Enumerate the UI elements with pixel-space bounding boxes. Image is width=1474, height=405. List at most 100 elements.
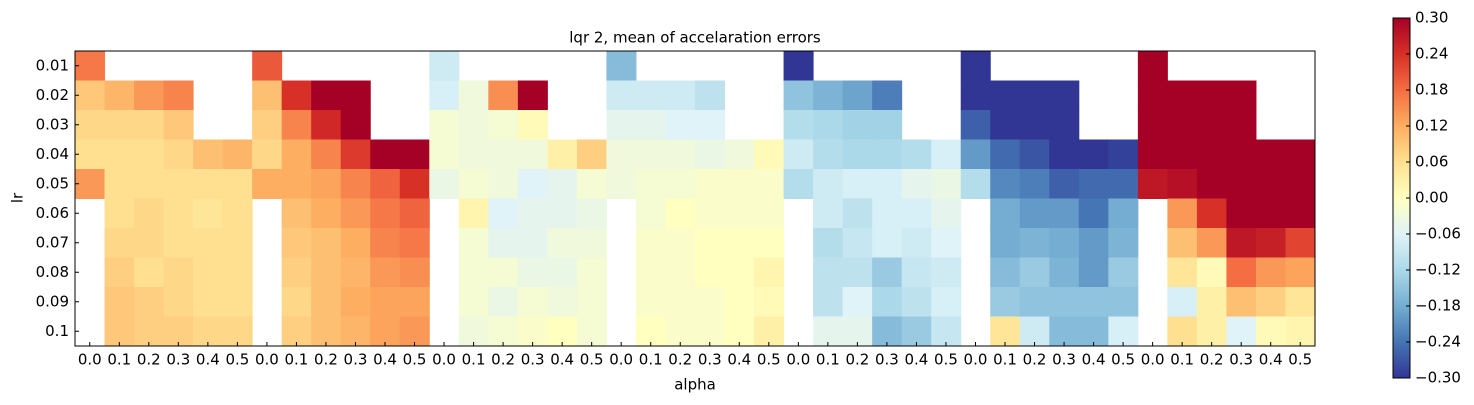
heatmap-cell xyxy=(813,139,844,170)
heatmap-cell xyxy=(134,80,165,111)
heatmap-cell xyxy=(1226,257,1257,288)
heatmap-cell xyxy=(134,228,165,258)
heatmap-cell xyxy=(783,80,814,111)
heatmap-cell xyxy=(429,169,460,199)
heatmap-cell xyxy=(1285,316,1316,347)
x-tick-label: 0.0 xyxy=(432,351,456,369)
heatmap-cell xyxy=(1078,139,1109,170)
x-tick-label: 0.3 xyxy=(1052,351,1076,369)
heatmap-cell xyxy=(606,139,637,170)
heatmap-cell xyxy=(1255,198,1286,229)
x-tick-label: 0.3 xyxy=(344,351,368,369)
heatmap-cell xyxy=(1255,169,1286,199)
x-tick-label: 0.0 xyxy=(609,351,633,369)
heatmap-cell xyxy=(340,228,371,258)
heatmap-cell xyxy=(1196,316,1227,347)
x-tick-label: 0.2 xyxy=(491,351,515,369)
x-tick-label: 0.2 xyxy=(1200,351,1224,369)
heatmap-cell xyxy=(1255,257,1286,288)
heatmap-cell xyxy=(517,257,548,288)
heatmap-cell xyxy=(695,110,726,140)
heatmap-cell xyxy=(488,228,519,258)
heatmap-cell xyxy=(104,287,135,317)
heatmap-cell xyxy=(1078,316,1109,347)
y-axis-label: lr xyxy=(9,192,27,203)
heatmap-cell xyxy=(429,110,460,140)
heatmap-cell xyxy=(1285,198,1316,229)
heatmap-cell xyxy=(163,110,194,140)
heatmap-cell xyxy=(635,257,666,288)
heatmap-cell xyxy=(1255,287,1286,317)
x-tick-label: 0.3 xyxy=(1229,351,1253,369)
heatmap-cell xyxy=(901,316,932,347)
heatmap-cell xyxy=(576,139,607,170)
heatmap-cell xyxy=(104,80,135,111)
heatmap-cell xyxy=(75,139,106,170)
heatmap-cell xyxy=(517,198,548,229)
heatmap-cell xyxy=(1226,316,1257,347)
heatmap-cell xyxy=(517,139,548,170)
heatmap-cell xyxy=(754,228,785,258)
heatmap-cell xyxy=(458,169,489,199)
heatmap-cell xyxy=(340,316,371,347)
x-tick-label: 0.1 xyxy=(1170,351,1194,369)
heatmap-cell xyxy=(75,80,106,111)
y-tick-label: 0.09 xyxy=(36,292,69,310)
heatmap-cell xyxy=(842,169,873,199)
heatmap-cell xyxy=(1108,316,1139,347)
colorbar-tick-label: 0.24 xyxy=(1415,45,1448,63)
heatmap-cell xyxy=(488,316,519,347)
heatmap-cell xyxy=(1049,257,1080,288)
heatmap-cell xyxy=(458,139,489,170)
y-tick-label: 0.01 xyxy=(36,56,69,74)
y-tick-label: 0.05 xyxy=(36,174,69,192)
heatmap-cell xyxy=(1167,316,1198,347)
heatmap-cell xyxy=(665,316,696,347)
x-tick-label: 0.2 xyxy=(845,351,869,369)
heatmap-cell xyxy=(311,228,342,258)
heatmap-cell xyxy=(163,228,194,258)
heatmap-cell xyxy=(576,257,607,288)
heatmap-cell xyxy=(134,169,165,199)
heatmap-cell xyxy=(754,169,785,199)
heatmap-cell xyxy=(724,316,755,347)
heatmap-cell xyxy=(488,198,519,229)
heatmap-cell xyxy=(1108,287,1139,317)
heatmap-cell xyxy=(281,287,312,317)
x-tick-label: 0.0 xyxy=(78,351,102,369)
x-tick-label: 0.4 xyxy=(1259,351,1283,369)
heatmap-cell xyxy=(1167,257,1198,288)
colorbar-tick-label: −0.12 xyxy=(1415,261,1461,279)
heatmap-cell xyxy=(1108,139,1139,170)
colorbar-tick-label: 0.00 xyxy=(1415,189,1448,207)
heatmap-cell xyxy=(990,316,1021,347)
heatmap-cell xyxy=(813,80,844,111)
heatmap-cell xyxy=(901,198,932,229)
heatmap-cell xyxy=(665,80,696,111)
heatmap-cell xyxy=(1285,169,1316,199)
x-tick-label: 0.4 xyxy=(550,351,574,369)
heatmap-cell xyxy=(842,257,873,288)
x-tick-label: 0.4 xyxy=(1082,351,1106,369)
heatmap-cell xyxy=(783,139,814,170)
heatmap-cell xyxy=(635,287,666,317)
heatmap-cell xyxy=(1019,316,1050,347)
heatmap-cell xyxy=(635,198,666,229)
heatmap-cell xyxy=(193,316,224,347)
heatmap-cell xyxy=(990,110,1021,140)
heatmap-cell xyxy=(1049,169,1080,199)
colorbar-tick-label: −0.30 xyxy=(1415,369,1461,387)
heatmap-cell xyxy=(547,257,578,288)
heatmap-cell xyxy=(724,287,755,317)
heatmap-cell xyxy=(606,80,637,111)
heatmap-cell xyxy=(163,257,194,288)
x-tick-label: 0.5 xyxy=(1288,351,1312,369)
x-tick-label: 0.5 xyxy=(1111,351,1135,369)
x-tick-label: 0.2 xyxy=(137,351,161,369)
colorbar-tick-label: 0.06 xyxy=(1415,153,1448,171)
x-tick-label: 0.1 xyxy=(993,351,1017,369)
heatmap-cell xyxy=(193,198,224,229)
heatmap-cell xyxy=(872,80,903,111)
heatmap-cell xyxy=(931,228,962,258)
